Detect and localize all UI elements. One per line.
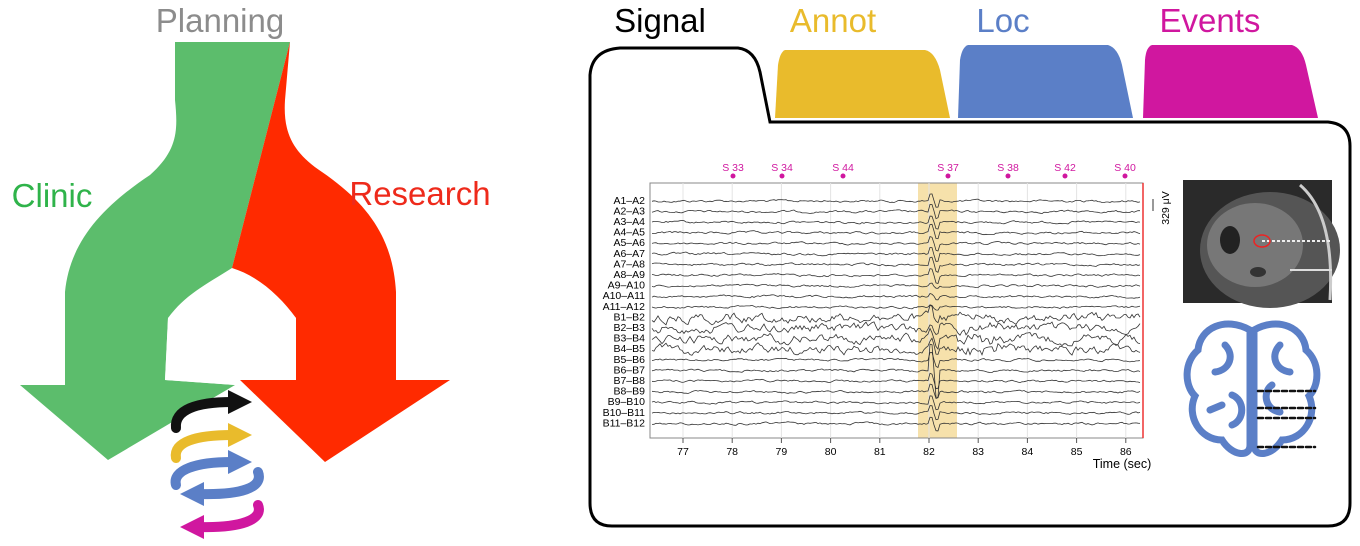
channel-label: A7–A8: [613, 258, 645, 270]
x-tick-label: 80: [825, 446, 837, 458]
event-marker: [730, 173, 736, 179]
eeg-trace: [651, 282, 1141, 289]
channel-label: B5–B6: [613, 354, 645, 366]
eeg-trace: [651, 223, 1141, 240]
scale-label: 329 μV: [1160, 191, 1172, 225]
cycle-arrow: [170, 397, 237, 433]
events-tab: [1143, 45, 1318, 118]
channel-label: B9–B10: [608, 396, 646, 408]
cycle-arrow: [170, 457, 237, 490]
channel-label: A3–A4: [613, 216, 645, 228]
channel-label: B1–B2: [613, 311, 645, 323]
eeg-trace: [651, 215, 1141, 230]
channel-label: A8–A9: [613, 269, 645, 281]
eeg-trace: [651, 321, 1141, 336]
channel-label: B4–B5: [613, 343, 645, 355]
channel-label: A4–A5: [613, 227, 645, 239]
marker-label: S 38: [997, 162, 1019, 174]
eeg-trace: [651, 293, 1141, 301]
eeg-trace: [651, 203, 1141, 220]
eeg-trace: [651, 235, 1141, 252]
marker-label: S 42: [1054, 162, 1076, 174]
event-marker: [1005, 173, 1011, 179]
event-marker: [1122, 173, 1128, 179]
eeg-trace: [651, 372, 1141, 390]
x-tick-label: 86: [1120, 446, 1132, 458]
channel-label: A11–A12: [603, 301, 646, 313]
event-marker: [779, 173, 785, 179]
channel-label: A6–A7: [613, 248, 645, 260]
clinic-arrow: [20, 42, 290, 460]
cycle-arrows: [170, 397, 264, 533]
channel-label: B6–B7: [613, 364, 645, 376]
event-marker: [945, 173, 951, 179]
gap: [165, 270, 296, 385]
research-arrow: [232, 42, 450, 462]
x-tick-label: 85: [1071, 446, 1083, 458]
marker-label: S 34: [771, 162, 793, 174]
channel-label: A5–A6: [613, 237, 645, 249]
clinic-label: Clinic: [12, 177, 93, 214]
research-label: Research: [349, 175, 490, 212]
planning-label: Planning: [156, 2, 284, 39]
loc-tab: [958, 45, 1133, 118]
eeg-trace: [651, 246, 1141, 262]
eeg-plot: 329 μV Time (sec) 77 78 79 80 81 82 83 84 85 86 S …: [603, 162, 1172, 471]
x-tick-label: 79: [776, 446, 788, 458]
workflow: Planning Clinic Research: [12, 2, 491, 539]
tab-label: Loc: [976, 2, 1029, 39]
eeg-trace: [651, 416, 1141, 432]
eeg-trace: [651, 256, 1141, 273]
marker-label: S 44: [832, 162, 854, 174]
tab-label: Signal: [614, 2, 706, 39]
channel-label: A1–A2: [613, 195, 645, 207]
eeg-trace: [651, 304, 1141, 326]
eeg-trace: [651, 395, 1141, 411]
channel-label: A2–A3: [613, 205, 645, 217]
channel-label: A10–A11: [603, 290, 646, 302]
tab-label: Events: [1160, 2, 1261, 39]
x-tick-label: 83: [972, 446, 984, 458]
eeg-trace: [651, 327, 1141, 350]
cycle-arrow: [195, 500, 264, 533]
x-tick-label: 78: [726, 446, 738, 458]
channel-label: B2–B3: [613, 322, 645, 334]
x-tick-label: 77: [677, 446, 689, 458]
tab-label: Annot: [790, 2, 876, 39]
eeg-trace: [651, 351, 1141, 369]
eeg-trace: [651, 405, 1141, 421]
marker-label: S 33: [722, 162, 744, 174]
channel-label: B10–B11: [603, 407, 646, 419]
channel-label: B11–B12: [603, 417, 646, 429]
eeg-trace: [651, 268, 1141, 284]
eeg-trace: [651, 383, 1141, 400]
channel-label: B3–B4: [613, 333, 645, 345]
highlight: [918, 183, 957, 438]
marker-label: S 37: [937, 162, 959, 174]
cycle-arrow: [170, 430, 237, 463]
cycle-arrow: [195, 467, 264, 500]
eeg-trace: [651, 343, 1141, 398]
event-marker: [1062, 173, 1068, 179]
x-axis-label: Time (sec): [1093, 457, 1152, 471]
brain-icon: [1183, 320, 1321, 457]
cycle-heads: [180, 390, 252, 539]
event-marker: [840, 173, 846, 179]
channel-label: B7–B8: [613, 375, 645, 387]
x-tick-label: 81: [874, 446, 886, 458]
channel-label: A9–A10: [608, 280, 646, 292]
eeg-trace: [651, 337, 1141, 356]
annot-tab: [775, 50, 950, 118]
mri-image: [1183, 180, 1340, 308]
eeg-trace: [651, 193, 1141, 208]
marker-label: S 40: [1114, 162, 1136, 174]
eeg-trace: [651, 304, 1141, 311]
x-tick-label: 84: [1022, 446, 1034, 458]
x-tick-label: 82: [923, 446, 935, 458]
channel-label: B8–B9: [613, 386, 645, 398]
